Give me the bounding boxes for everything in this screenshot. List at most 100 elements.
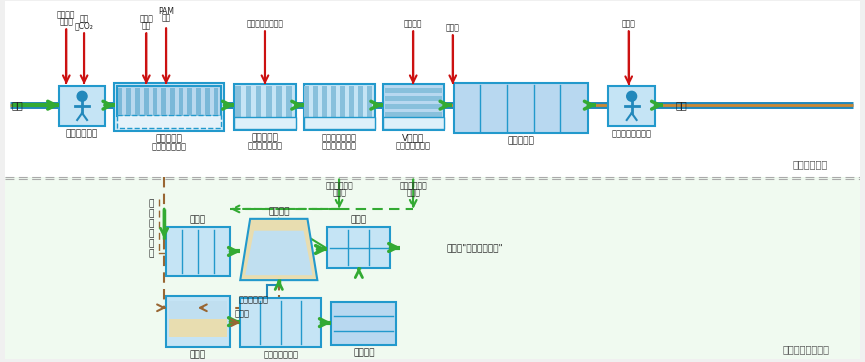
Text: 臭氧（三段投加）: 臭氧（三段投加） [247, 20, 284, 29]
Text: 淀: 淀 [149, 209, 154, 218]
Circle shape [627, 91, 637, 101]
Bar [327, 227, 390, 268]
Text: 排: 排 [149, 229, 154, 238]
Bar [385, 96, 442, 101]
Text: 加CO₂: 加CO₂ [74, 22, 93, 31]
Text: 滤池反冲洗水: 滤池反冲洗水 [400, 182, 427, 191]
Circle shape [77, 91, 87, 101]
Text: 管网: 管网 [676, 100, 687, 110]
Text: 独立清水池: 独立清水池 [508, 136, 535, 145]
Text: 臭氧接触池: 臭氧接触池 [252, 133, 279, 142]
Bar [276, 86, 282, 129]
Text: 净水工艺流程: 净水工艺流程 [793, 160, 828, 169]
Bar [385, 112, 442, 117]
Text: 预浓缩池底泥: 预浓缩池底泥 [239, 295, 269, 304]
Bar [382, 117, 444, 129]
Bar [349, 86, 354, 129]
Bar [196, 88, 201, 114]
Text: 泥: 泥 [149, 239, 154, 248]
Bar [331, 302, 396, 345]
Text: 脱水机房: 脱水机房 [353, 349, 375, 358]
Bar [113, 83, 224, 131]
Bar [340, 86, 345, 129]
Bar [246, 86, 251, 129]
Bar [256, 86, 261, 129]
Bar [205, 88, 209, 114]
Bar [60, 87, 105, 126]
Text: 原水: 原水 [12, 100, 23, 110]
Text: （下叠清水池）: （下叠清水池） [247, 141, 283, 150]
Bar [234, 84, 296, 130]
Bar [166, 296, 230, 347]
Bar [240, 298, 321, 347]
Text: 滤前加氯: 滤前加氯 [404, 20, 422, 29]
Bar [385, 88, 442, 93]
Bar [286, 86, 292, 129]
Text: 沉: 沉 [149, 199, 154, 209]
Bar [169, 301, 227, 337]
Text: 加石灰: 加石灰 [139, 15, 153, 24]
Bar [313, 86, 318, 129]
Bar [304, 117, 375, 129]
Text: V型滤池: V型滤池 [402, 133, 425, 142]
Bar [118, 88, 122, 114]
Bar [214, 88, 219, 114]
Bar [5, 1, 860, 177]
Text: 上向流活性炭池: 上向流活性炭池 [322, 133, 356, 142]
Text: 预浓缩池: 预浓缩池 [268, 207, 290, 216]
Bar [126, 88, 131, 114]
Text: 回收池: 回收池 [351, 215, 367, 224]
Bar [322, 86, 327, 129]
Text: 炭池反冲洗水: 炭池反冲洗水 [325, 182, 353, 191]
Text: 吸水井及二级泵房: 吸水井及二级泵房 [612, 129, 651, 138]
Bar [144, 88, 149, 114]
Bar [234, 117, 296, 129]
Bar [166, 227, 230, 276]
Text: 平衡池进料泵房: 平衡池进料泵房 [263, 351, 298, 360]
Bar [266, 86, 272, 129]
Bar [135, 88, 140, 114]
Bar [5, 177, 860, 359]
Text: 浓缩池: 浓缩池 [189, 351, 206, 360]
Bar [179, 88, 183, 114]
Bar [382, 84, 444, 130]
Bar [304, 86, 310, 129]
Polygon shape [240, 219, 317, 280]
Text: 初滤水: 初滤水 [332, 189, 346, 198]
Text: 高锰酸钾: 高锰酸钾 [57, 11, 75, 20]
Bar [117, 115, 221, 128]
Text: 池: 池 [149, 219, 154, 228]
Text: （下叠管道层）: （下叠管道层） [151, 142, 187, 151]
Text: 粉炭: 粉炭 [142, 22, 151, 31]
Text: 排水池: 排水池 [189, 215, 206, 224]
Bar [358, 86, 362, 129]
Text: 前加氯: 前加氯 [60, 18, 74, 27]
Text: 上清液: 上清液 [234, 309, 249, 318]
Bar [331, 86, 336, 129]
Bar [304, 84, 375, 130]
Text: PAM: PAM [158, 7, 174, 16]
Bar [169, 301, 227, 319]
Text: 后加氯: 后加氯 [445, 24, 459, 33]
Text: 臭氧: 臭氧 [80, 15, 89, 24]
Text: 后补氯: 后补氯 [622, 20, 636, 29]
Text: 水: 水 [149, 249, 154, 258]
Bar [367, 86, 372, 129]
Bar [454, 83, 588, 133]
Bar [608, 87, 656, 126]
Bar [152, 88, 157, 114]
Bar [161, 88, 166, 114]
Text: 初滤水: 初滤水 [407, 189, 420, 198]
Text: 回用至"预臭氧配水池": 回用至"预臭氧配水池" [446, 243, 503, 252]
Text: （下叠清水池）: （下叠清水池） [395, 141, 431, 150]
Text: 预臭氧配水池: 预臭氧配水池 [66, 129, 99, 138]
Polygon shape [245, 231, 312, 275]
Text: 加矾: 加矾 [162, 14, 170, 23]
Text: 高效沉淀池: 高效沉淀池 [156, 134, 183, 143]
Bar [235, 86, 241, 129]
Text: 生产处理废水流程: 生产处理废水流程 [782, 344, 830, 354]
Bar [170, 88, 175, 114]
Bar [385, 104, 442, 109]
Bar [188, 88, 192, 114]
Bar [117, 87, 221, 116]
